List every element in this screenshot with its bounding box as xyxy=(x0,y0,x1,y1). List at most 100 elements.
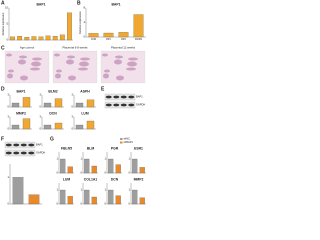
blot-band xyxy=(5,143,12,147)
tissue xyxy=(114,59,122,65)
bar xyxy=(84,158,90,174)
chart-title: LUM xyxy=(63,177,71,181)
x-tick-label: RP1 xyxy=(106,38,111,41)
tissue xyxy=(104,69,110,73)
tissue xyxy=(19,55,27,59)
y-tick-label: 0 xyxy=(105,202,107,206)
tissue xyxy=(56,69,62,73)
blot-band xyxy=(128,103,135,107)
bar xyxy=(43,102,52,108)
y-tick-label: 3 xyxy=(72,93,74,97)
y-tick-label: 1 xyxy=(8,175,10,179)
image-caption: Placental 12 weeks xyxy=(111,46,136,50)
y-tick-label: 1 xyxy=(81,157,83,161)
chart-title: BLM2 xyxy=(48,89,57,93)
bar xyxy=(67,12,72,41)
bar xyxy=(139,197,145,205)
y-axis-label: Relative expression xyxy=(78,11,82,34)
y-tick-label: 1 xyxy=(57,188,59,192)
blot-band xyxy=(105,95,112,99)
y-tick-label: 1 xyxy=(105,157,107,161)
y-tick-label: 8 xyxy=(84,6,86,10)
bar xyxy=(118,32,129,38)
tissue xyxy=(32,57,42,61)
blot-strip xyxy=(4,141,36,149)
bar xyxy=(132,158,138,174)
tissue xyxy=(30,67,40,71)
bar xyxy=(24,37,30,41)
y-tick-label: 1 xyxy=(129,188,131,192)
tissue xyxy=(7,73,13,79)
y-tick-label: 0 xyxy=(81,171,83,175)
bar xyxy=(10,36,15,41)
chart-title: COL1A1 xyxy=(84,177,97,181)
y-tick-label: 0 xyxy=(8,105,10,109)
y-tick-label: 1 xyxy=(81,188,83,192)
bar xyxy=(86,99,95,108)
panel-letter: A xyxy=(1,0,5,6)
tissue xyxy=(20,75,28,81)
band-label: BAP1 xyxy=(36,143,43,147)
y-tick-label: 3 xyxy=(72,115,74,119)
tissue xyxy=(8,69,14,73)
bar xyxy=(67,166,73,174)
blot-band xyxy=(20,151,27,155)
blot-band xyxy=(120,95,127,99)
bar xyxy=(60,158,66,174)
blot-band xyxy=(128,95,135,99)
blot-band xyxy=(20,143,27,147)
y-axis-label: Relative expression xyxy=(1,12,5,35)
tissue xyxy=(68,75,76,81)
tissue xyxy=(102,53,108,57)
page: {"figure": {"panels": [ {"letter": "A", … xyxy=(0,0,150,210)
bar xyxy=(59,34,65,41)
y-tick-label: 10 xyxy=(5,6,8,10)
blot-strip xyxy=(4,149,36,157)
bar xyxy=(11,102,20,108)
chart-title: FBLN5 xyxy=(61,146,72,150)
bar xyxy=(43,124,52,130)
legend-label: shBAP1 xyxy=(124,140,134,144)
y-tick-label: 0 xyxy=(40,105,42,109)
bar xyxy=(88,33,99,38)
band-label: GAPDH xyxy=(36,151,45,155)
panel-letter: F xyxy=(1,136,4,142)
tissue xyxy=(78,67,88,71)
y-tick-label: 5 xyxy=(7,22,9,26)
chart-title: BLM xyxy=(87,146,95,150)
tissue xyxy=(55,73,61,79)
tissue xyxy=(79,61,89,67)
chart-title: PGR xyxy=(111,146,119,150)
tissue xyxy=(31,61,41,67)
bar xyxy=(139,167,145,174)
tissue xyxy=(54,53,60,57)
y-tick-label: 0 xyxy=(129,171,131,175)
bar xyxy=(60,189,66,205)
tissue xyxy=(116,75,124,81)
bar xyxy=(17,36,23,41)
bar xyxy=(22,118,31,130)
y-tick-label: 1 xyxy=(105,188,107,192)
y-tick-label: 3 xyxy=(8,115,10,119)
panel-letter: C xyxy=(1,45,5,51)
y-tick-label: 1 xyxy=(129,157,131,161)
blot-band xyxy=(5,151,12,155)
tissue xyxy=(80,57,90,61)
tissue xyxy=(67,55,75,59)
blot-strip xyxy=(104,93,136,101)
blot-band xyxy=(13,151,20,155)
bar xyxy=(132,189,138,205)
bar xyxy=(115,164,121,174)
bar xyxy=(38,36,44,41)
bar xyxy=(103,32,114,38)
chart-title: LUM xyxy=(81,111,89,115)
x-tick-label: CON xyxy=(91,38,97,41)
bar xyxy=(45,35,51,41)
y-tick-label: 3 xyxy=(40,115,42,119)
bar xyxy=(67,196,73,205)
chart-title: DCN xyxy=(111,177,119,181)
x-tick-label: RGSN xyxy=(135,38,142,41)
y-tick-label: 0 xyxy=(57,202,59,206)
bar xyxy=(28,194,40,205)
